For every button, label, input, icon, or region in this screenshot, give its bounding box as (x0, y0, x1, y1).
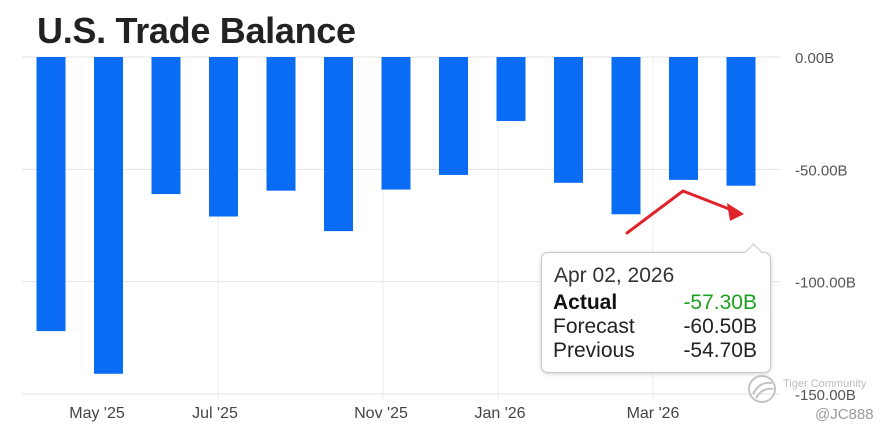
bar (209, 57, 238, 217)
data-tooltip: Apr 02, 2026 Actual -57.30B Forecast -60… (541, 243, 771, 373)
tooltip-date: Apr 02, 2026 (554, 264, 675, 287)
bar (94, 57, 123, 374)
tiger-logo-icon (748, 375, 776, 403)
bar (669, 57, 698, 180)
tooltip-row-previous: Previous -54.70B (553, 339, 757, 363)
annotation-arrow (625, 189, 739, 235)
x-tick-label: Nov '25 (354, 405, 408, 422)
tooltip-label: Previous (553, 339, 635, 362)
bar (36, 57, 66, 332)
bar (726, 57, 756, 186)
x-tick-label: Jan '26 (474, 405, 525, 422)
tooltip-value: -57.30B (683, 291, 757, 314)
bar (496, 57, 526, 122)
bar (151, 57, 181, 195)
tooltip-label: Actual (553, 291, 618, 314)
tooltip-label: Forecast (553, 315, 635, 338)
x-tick-label: Mar '26 (627, 405, 680, 422)
bars (36, 57, 756, 374)
y-axis-tick-labels: 0.00B -50.00B -100.00B -150.00B (795, 50, 856, 404)
watermark-user: @JC888 (815, 406, 874, 423)
tooltip-row-forecast: Forecast -60.50B (553, 315, 757, 339)
bar (324, 57, 353, 232)
x-tick-label: Jul '25 (192, 405, 238, 422)
bar (611, 57, 641, 215)
y-tick-label: -150.00B (795, 387, 856, 404)
bar (381, 57, 411, 190)
bar (554, 57, 583, 183)
watermark: Tiger Community @JC888 (745, 372, 885, 432)
tooltip-value: -60.50B (683, 315, 757, 338)
y-tick-label: -50.00B (795, 162, 848, 179)
tooltip-value: -54.70B (683, 339, 757, 362)
x-tick-label: May '25 (69, 405, 125, 422)
bar (439, 57, 468, 175)
watermark-brand: Tiger Community (783, 378, 867, 390)
tooltip-row-actual: Actual -57.30B (553, 291, 757, 315)
y-tick-label: -100.00B (795, 275, 856, 292)
y-tick-label: 0.00B (795, 50, 834, 67)
annotation-arrowhead (727, 203, 744, 221)
x-axis-tick-labels: May '25 Jul '25 Nov '25 Jan '26 Mar '26 (69, 405, 679, 422)
chart-title: U.S. Trade Balance (37, 10, 356, 51)
bar (266, 57, 296, 191)
